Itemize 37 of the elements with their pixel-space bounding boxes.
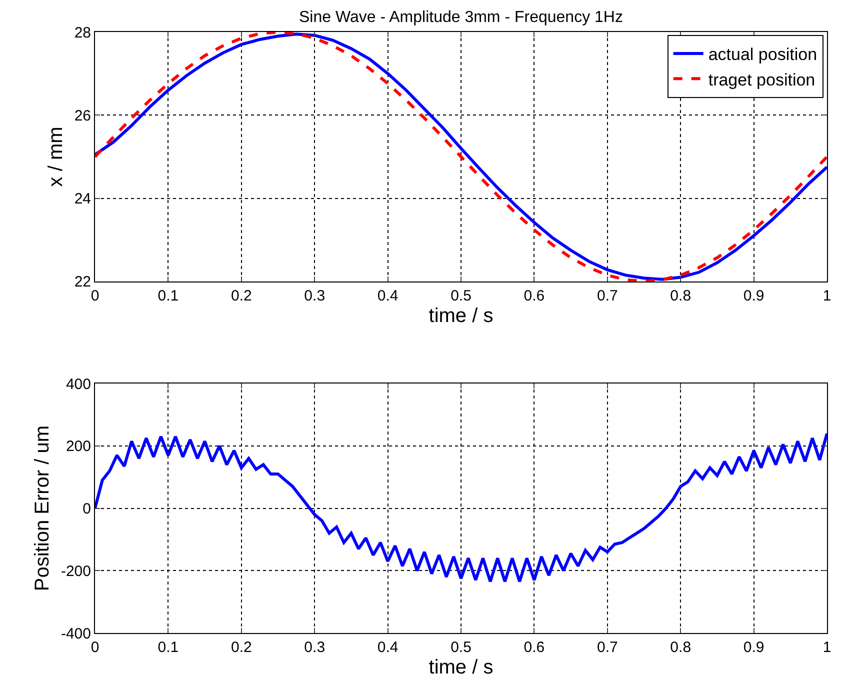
x-axis-title: time / s bbox=[428, 656, 494, 678]
x-tick-label: 0.5 bbox=[450, 287, 472, 304]
y-tick-label: -400 bbox=[60, 625, 91, 642]
x-tick-label: 0.1 bbox=[158, 287, 179, 304]
legend-label: actual position bbox=[708, 45, 818, 64]
y-axis-title: Position Error / um bbox=[31, 425, 54, 592]
line-series bbox=[95, 432, 827, 584]
x-tick-label: 0.3 bbox=[304, 287, 326, 304]
x-tick-label: 0.4 bbox=[377, 639, 398, 656]
x-tick-label: 0.1 bbox=[158, 639, 179, 656]
x-tick-label: 1 bbox=[822, 287, 832, 304]
y-tick-label: 200 bbox=[66, 438, 91, 456]
x-tick-label: 0.8 bbox=[670, 287, 692, 304]
x-tick-label: 0.2 bbox=[230, 639, 252, 656]
y-tick-label: 26 bbox=[74, 107, 91, 124]
x-tick-label: 0.4 bbox=[377, 287, 398, 304]
y-tick-label: 0 bbox=[82, 500, 91, 518]
legend-label: traget position bbox=[708, 70, 816, 90]
x-tick-label: 0.5 bbox=[450, 639, 472, 656]
x-axis-title: time / s bbox=[428, 304, 494, 327]
x-tick-label: 0.9 bbox=[743, 287, 764, 304]
y-axis-title: x / mm bbox=[44, 126, 67, 187]
x-tick-label: 0.3 bbox=[304, 639, 326, 656]
x-tick-label: 0.6 bbox=[524, 639, 545, 656]
x-tick-label: 1 bbox=[822, 639, 832, 656]
x-tick-label: 0.7 bbox=[596, 287, 618, 304]
y-tick-label: 28 bbox=[74, 24, 91, 42]
y-tick-label: 22 bbox=[74, 274, 91, 291]
y-tick-label: -200 bbox=[60, 562, 91, 580]
y-tick-label: 400 bbox=[66, 376, 91, 393]
y-tick-label: 24 bbox=[74, 190, 91, 208]
x-tick-label: 0.2 bbox=[230, 287, 252, 304]
x-tick-label: 0.9 bbox=[743, 639, 764, 656]
chart-title: Sine Wave - Amplitude 3mm - Frequency 1Hz bbox=[299, 9, 623, 26]
x-tick-label: 0.7 bbox=[596, 639, 618, 656]
x-tick-label: 0.6 bbox=[524, 287, 545, 304]
x-tick-label: 0.8 bbox=[670, 639, 692, 656]
